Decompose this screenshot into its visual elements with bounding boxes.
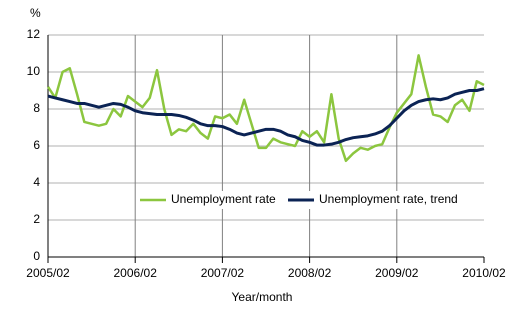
y-tick-label: 4 — [33, 175, 40, 189]
x-tick-label: 2009/02 — [375, 266, 419, 280]
legend-bg — [284, 191, 474, 209]
x-tick-label: 2007/02 — [201, 266, 245, 280]
legend-label: Unemployment rate — [171, 192, 276, 206]
y-tick-label: 12 — [27, 27, 41, 41]
series-line — [47, 87, 485, 147]
y-tick-label: 0 — [33, 249, 40, 263]
y-tick-label: 2 — [33, 212, 40, 226]
y-tick-label: 10 — [27, 64, 41, 78]
x-tick-label: 2005/02 — [26, 266, 70, 280]
y-tick-label: 6 — [33, 138, 40, 152]
x-axis-label: Year/month — [232, 290, 293, 304]
x-tick-label: 2006/02 — [114, 266, 158, 280]
x-tick-label: 2010/02 — [462, 266, 506, 280]
x-tick-label: 2008/02 — [288, 266, 332, 280]
legend-bg — [136, 191, 278, 209]
y-axis-label: % — [30, 6, 41, 20]
y-tick-label: 8 — [33, 101, 40, 115]
series-line — [46, 54, 485, 163]
legend-label: Unemployment rate, trend — [319, 192, 458, 206]
